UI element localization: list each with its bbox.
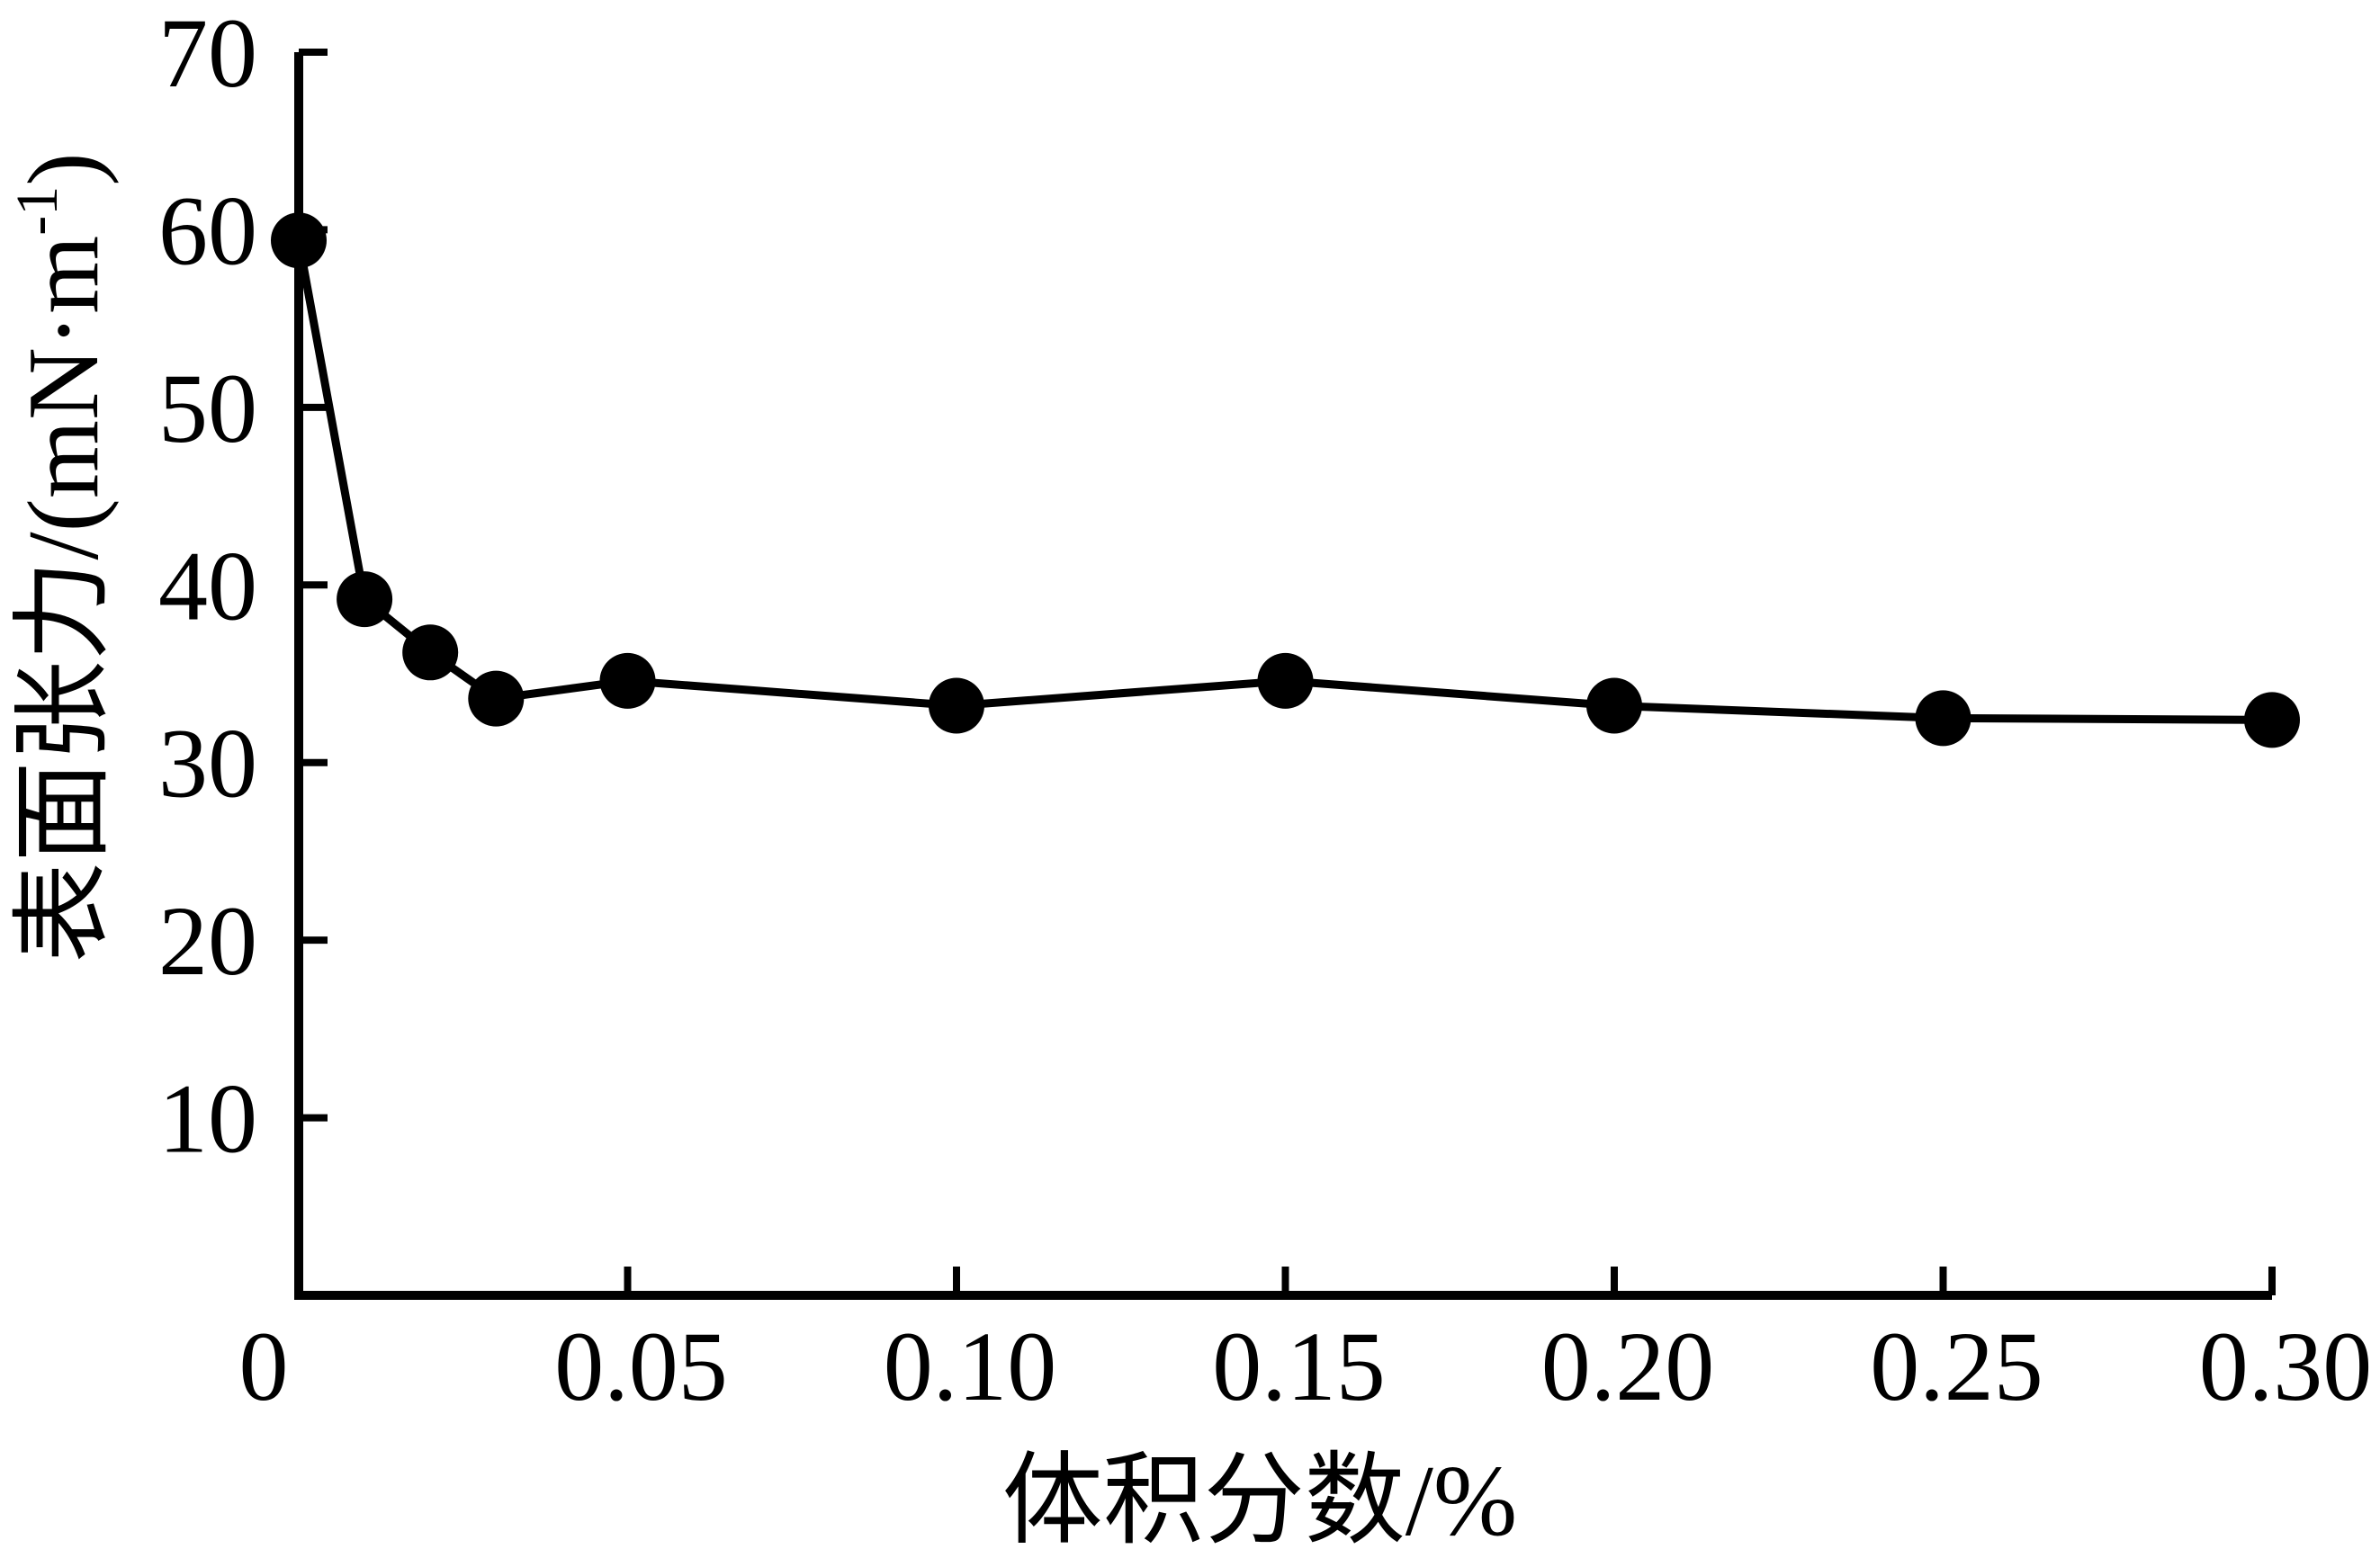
y-tick-label: 70 xyxy=(158,0,257,108)
y-tick-label: 20 xyxy=(158,886,257,996)
y-tick-label: 10 xyxy=(158,1064,257,1174)
x-tick-label: 0.20 xyxy=(1541,1312,1715,1421)
data-point xyxy=(1257,652,1314,709)
data-point xyxy=(337,571,393,628)
x-tick-label: 0.25 xyxy=(1870,1312,2043,1421)
data-point xyxy=(599,652,656,709)
data-point xyxy=(402,624,459,681)
data-point xyxy=(1915,690,1971,747)
x-axis-title: 体积分数/% xyxy=(1002,1446,1517,1557)
x-tick-label: 0 xyxy=(239,1312,289,1421)
x-tick-label: 0.10 xyxy=(884,1312,1057,1421)
data-point xyxy=(1586,677,1642,734)
y-tick-label: 30 xyxy=(158,709,257,819)
x-tick-label: 0.05 xyxy=(554,1312,728,1421)
y-tick-label: 50 xyxy=(158,354,257,463)
x-tick-label: 0.30 xyxy=(2199,1312,2373,1421)
data-point xyxy=(2244,692,2300,748)
y-tick-label: 40 xyxy=(158,531,257,640)
data-point xyxy=(468,670,525,727)
data-point xyxy=(271,212,327,269)
y-tick-label: 60 xyxy=(158,175,257,285)
x-tick-label: 0.15 xyxy=(1212,1312,1386,1421)
series-line xyxy=(294,239,2273,724)
y-axis-title: 表面张力/(mN·m-1) xyxy=(4,152,120,963)
data-point xyxy=(929,677,984,734)
